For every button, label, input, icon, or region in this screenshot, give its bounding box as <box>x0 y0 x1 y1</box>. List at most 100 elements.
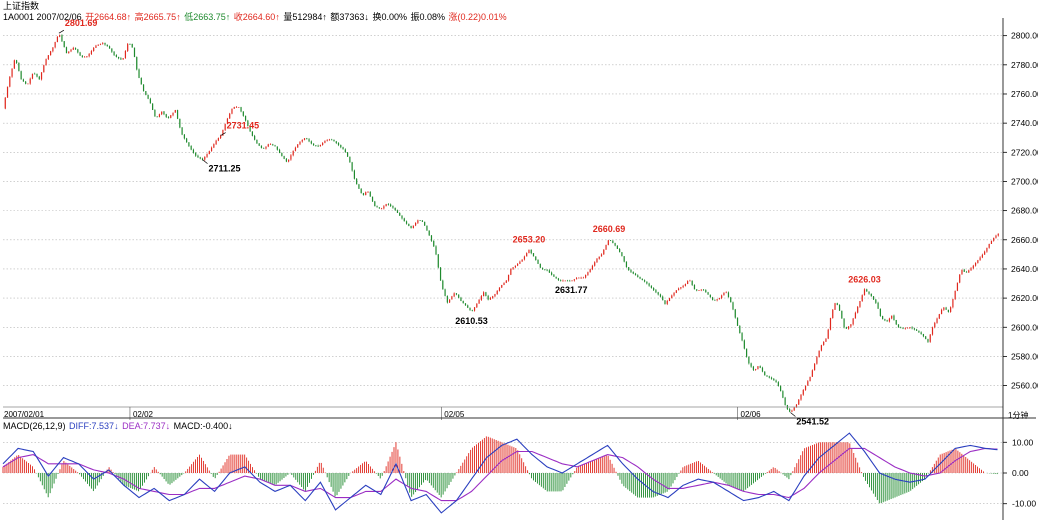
candle-body <box>727 292 730 298</box>
candle-body <box>335 141 337 144</box>
candle-body <box>990 240 993 244</box>
candle-body <box>449 299 451 303</box>
candle-body <box>505 280 507 283</box>
candle-body <box>662 296 664 301</box>
candle-body <box>138 69 140 78</box>
candle-body <box>682 285 684 288</box>
candle-body <box>299 141 301 145</box>
macd-header: MACD(26,12,9) DIFF:7.537↓ DEA:7.737↓ MAC… <box>3 421 234 432</box>
candle-body <box>415 222 417 226</box>
candle-body <box>745 348 748 357</box>
candle-body <box>426 225 428 231</box>
candle-body <box>870 293 872 297</box>
price-axis: 2560.00 2580.00 2600.00 2620.00 2640.00 2660.… <box>1003 31 1038 391</box>
candle-body <box>836 303 838 305</box>
candle-body <box>970 268 972 271</box>
date-label: 02/06 <box>741 410 762 419</box>
candle-body <box>346 152 349 157</box>
candle-body <box>768 376 770 378</box>
candle-body <box>303 138 306 140</box>
candle-body <box>399 212 401 216</box>
annotation-label: 2711.25 <box>209 164 241 174</box>
candle-body <box>596 258 598 263</box>
candle-body <box>541 267 544 270</box>
candle-body <box>31 73 34 79</box>
candle-body <box>553 274 555 277</box>
candle-body <box>90 50 93 55</box>
candle-body <box>607 240 609 246</box>
candle-body <box>936 318 938 323</box>
candle-body <box>732 302 734 310</box>
candle-body <box>113 51 115 55</box>
candle-body <box>4 97 6 109</box>
price-tick-label: 2720.00 <box>1011 147 1038 157</box>
candle-body <box>925 336 927 340</box>
candle-body <box>36 73 38 77</box>
candle-body <box>496 290 498 295</box>
candle-body <box>172 112 174 116</box>
candle-body <box>446 295 448 303</box>
candle-body <box>854 312 857 319</box>
close-value: 收2664.60↑ <box>233 12 280 22</box>
candle-body <box>804 385 807 390</box>
candle-body <box>206 154 208 157</box>
candle-body <box>376 206 378 208</box>
candle-body <box>900 327 902 329</box>
candle-body <box>714 300 716 301</box>
price-annotations: 2801.69 2731.45 2711.25 2610.53 2653.20 2631.… <box>58 18 881 427</box>
candle-body <box>526 253 528 257</box>
candle-body <box>72 47 74 50</box>
candle-body <box>97 44 99 46</box>
candle-body <box>485 292 487 296</box>
candle-body <box>904 328 906 330</box>
candle-body <box>381 208 383 210</box>
candle-body <box>666 301 668 304</box>
price-tick-label: 2780.00 <box>1011 60 1038 70</box>
candle-body <box>877 302 879 309</box>
candle-body <box>974 262 977 266</box>
candle-body <box>254 135 256 140</box>
candle-body <box>675 290 677 293</box>
price-tick-label: 2660.00 <box>1011 235 1038 245</box>
candle-body <box>605 245 607 250</box>
candle-body <box>650 285 652 288</box>
candle-body <box>235 107 238 108</box>
candle-body <box>934 322 936 328</box>
candle-body <box>197 155 199 158</box>
candle-body <box>371 196 374 202</box>
candle-body <box>616 245 618 249</box>
candle-body <box>222 129 224 136</box>
candle-body <box>179 118 181 128</box>
candle-body <box>564 280 566 282</box>
candle-body <box>247 120 249 127</box>
candle-body <box>65 47 68 54</box>
candle-body <box>630 270 632 272</box>
chart-frame <box>3 18 1036 520</box>
candle-body <box>721 295 723 299</box>
change-value: 涨(0.22)0.01% <box>448 12 507 22</box>
candle-body <box>16 60 18 64</box>
candle-body <box>886 320 888 322</box>
candle-body <box>866 289 868 292</box>
date-label: 2007/02/01 <box>4 410 45 419</box>
candle-body <box>106 44 108 47</box>
candle-body <box>471 310 473 311</box>
candle-body <box>791 410 793 412</box>
candle-body <box>283 156 285 159</box>
candle-body <box>895 319 897 325</box>
candle-body <box>453 293 455 297</box>
candle-body <box>174 110 176 113</box>
candle-body <box>646 281 648 284</box>
candle-body <box>276 146 278 150</box>
candle-body <box>814 363 816 371</box>
candle-body <box>11 68 13 77</box>
candle-body <box>902 327 904 329</box>
candle-body <box>267 144 269 147</box>
candle-body <box>129 43 131 45</box>
candle-body <box>25 81 27 84</box>
candle-body <box>789 409 791 412</box>
candle-body <box>183 134 185 139</box>
candle-body <box>396 210 399 213</box>
chart-title: 上证指数 <box>3 1 40 11</box>
candle-body <box>743 340 745 349</box>
